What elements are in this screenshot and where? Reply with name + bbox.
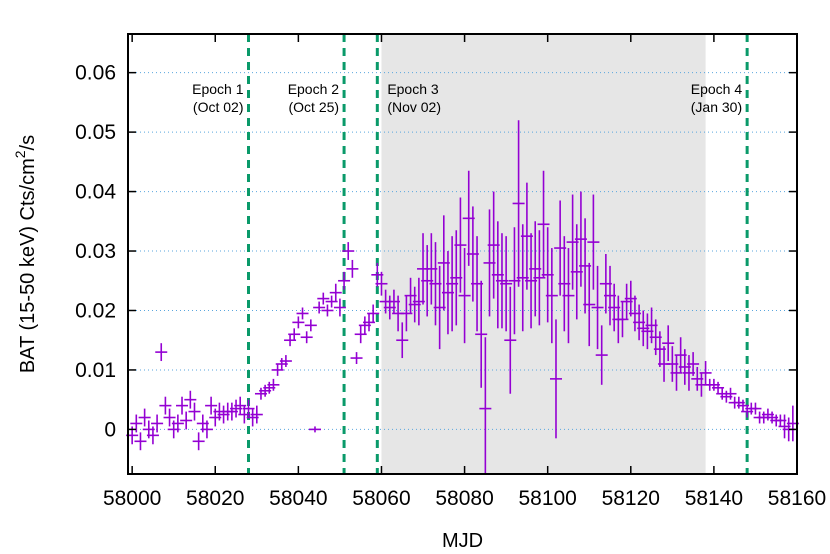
data-point	[292, 316, 305, 329]
data-point	[512, 120, 525, 287]
x-tick-label: 58140	[685, 487, 743, 510]
data-point	[188, 402, 201, 421]
epoch-date-label: (Jan 30)	[691, 99, 742, 115]
data-point	[333, 298, 346, 317]
data-point	[749, 402, 762, 415]
y-tick-label: 0.06	[75, 62, 116, 85]
y-tick-label: 0.03	[75, 240, 116, 263]
x-axis-title: MJD	[442, 530, 483, 552]
epoch-label: Epoch 2	[288, 81, 340, 97]
data-point	[687, 352, 700, 376]
data-point	[454, 197, 467, 293]
x-tick-label: 58100	[518, 487, 576, 510]
data-point	[200, 420, 213, 439]
epoch-label: Epoch 1	[192, 81, 244, 97]
y-axis-title-tail: /s	[17, 135, 39, 151]
data-point	[300, 331, 313, 344]
data-point	[396, 322, 409, 359]
plot-frame	[127, 33, 798, 475]
y-axis-title-superscript: 2	[12, 150, 28, 158]
data-point	[537, 170, 550, 278]
y-axis-title-main: BAT (15-50 keV) Cts/cm	[17, 158, 39, 373]
y-axis-title: BAT (15-50 keV) Cts/cm2/s	[12, 135, 39, 373]
y-tick-label: 0	[104, 418, 116, 441]
epoch-label: Epoch 4	[691, 81, 743, 97]
data-point	[342, 242, 355, 260]
data-point	[504, 286, 517, 394]
data-point	[562, 248, 575, 344]
data-point	[155, 343, 168, 362]
data-point	[724, 387, 737, 400]
data-point	[180, 411, 193, 430]
epoch-date-label: (Oct 25)	[288, 99, 339, 115]
data-point	[549, 319, 562, 439]
data-point	[130, 414, 143, 433]
data-point	[583, 262, 596, 347]
data-point	[171, 414, 184, 433]
data-point	[367, 304, 380, 323]
x-tick-label: 58000	[103, 487, 161, 510]
data-point	[350, 352, 363, 364]
data-point	[138, 408, 151, 427]
y-tick-label: 0.01	[75, 359, 116, 382]
data-point	[134, 432, 147, 451]
data-point	[192, 432, 205, 451]
data-point	[159, 396, 172, 415]
data-point	[591, 265, 604, 350]
data-point	[304, 319, 317, 332]
data-point	[346, 259, 359, 278]
epoch-date-label: (Nov 02)	[387, 99, 441, 115]
data-point	[288, 328, 301, 341]
data-point	[151, 414, 164, 433]
y-tick-label: 0.04	[75, 181, 116, 204]
data-point	[338, 271, 351, 290]
epoch-label: Epoch 3	[387, 81, 439, 97]
data-point	[250, 405, 263, 424]
data-point	[267, 378, 280, 391]
data-point	[163, 408, 176, 427]
data-point	[313, 301, 326, 314]
data-point	[146, 426, 159, 445]
y-tick-label: 0.05	[75, 121, 116, 144]
data-point	[184, 390, 197, 409]
data-point	[500, 236, 513, 332]
data-point	[296, 307, 309, 320]
data-point	[308, 426, 321, 433]
data-point	[279, 355, 292, 367]
x-tick-label: 58160	[768, 487, 826, 510]
data-point	[329, 283, 342, 302]
y-tick-label: 0.02	[75, 299, 116, 322]
data-point	[479, 337, 492, 474]
data-point	[475, 280, 488, 388]
data-point	[545, 248, 558, 344]
x-tick-label: 58120	[602, 487, 660, 510]
data-point	[699, 361, 712, 385]
epoch-date-label: (Oct 02)	[193, 99, 244, 115]
x-tick-label: 58020	[186, 487, 244, 510]
data-point	[458, 248, 471, 344]
data-point	[587, 194, 600, 290]
x-tick-label: 58060	[352, 487, 410, 510]
data-point	[662, 325, 675, 362]
x-tick-label: 58080	[435, 487, 493, 510]
data-point	[176, 396, 189, 415]
data-point	[317, 292, 330, 305]
x-tick-label: 58040	[269, 487, 327, 510]
data-point	[595, 325, 608, 385]
data-point	[375, 271, 388, 296]
data-point	[321, 304, 334, 317]
data-point	[205, 396, 218, 415]
